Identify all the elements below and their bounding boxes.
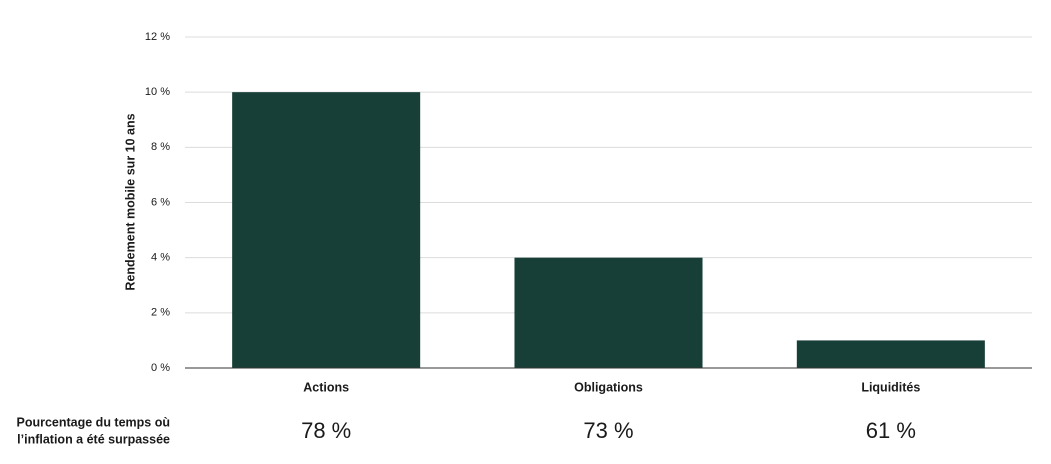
row-label: l’inflation a été surpassée [17,432,170,446]
y-tick-label: 4 % [151,252,170,264]
row-value: 61 % [866,418,916,443]
y-tick-label: 8 % [151,141,170,153]
bar [514,257,703,368]
row-value: 78 % [301,418,351,443]
bar [796,340,985,368]
y-axis-label: Rendement mobile sur 10 ans [123,113,137,290]
y-tick-label: 2 % [151,307,170,319]
y-tick-label: 0 % [151,362,170,374]
bar [232,92,421,369]
y-tick-label: 6 % [151,196,170,208]
y-tick-label: 12 % [145,31,170,43]
x-tick-label: Liquidités [861,380,920,394]
row-label: Pourcentage du temps où [17,415,171,429]
x-tick-label: Actions [303,380,349,394]
x-tick-label: Obligations [574,380,643,394]
row-value: 73 % [583,418,633,443]
y-tick-label: 10 % [145,86,170,98]
